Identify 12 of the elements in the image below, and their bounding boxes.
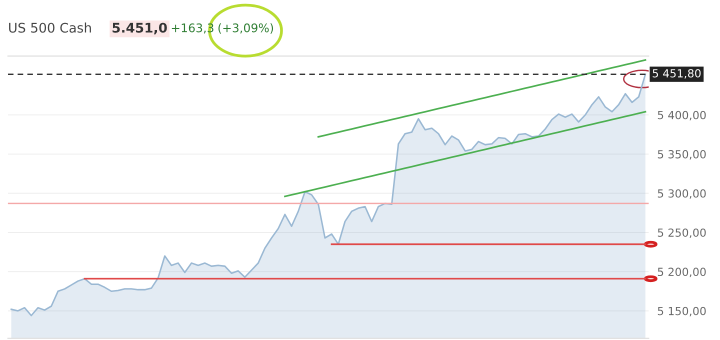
text: 5.451,0 (112, 22, 167, 34)
line-series (284, 110, 646, 198)
line-series (317, 59, 646, 138)
y-tick-label: 5 400,00 (658, 110, 706, 120)
y-tick-label: 5 200,00 (658, 268, 706, 278)
text: (+3,09%) (218, 23, 274, 34)
ref-line-label: 5 451,80 (652, 69, 701, 79)
y-tick-label: 5 350,00 (658, 150, 706, 160)
y-tick-label: 5 150,00 (658, 306, 706, 316)
y-tick-label: 5 300,00 (658, 189, 706, 199)
y-tick-label: 5 250,00 (658, 228, 706, 238)
chart-title: US 500 Cash (9, 22, 91, 33)
